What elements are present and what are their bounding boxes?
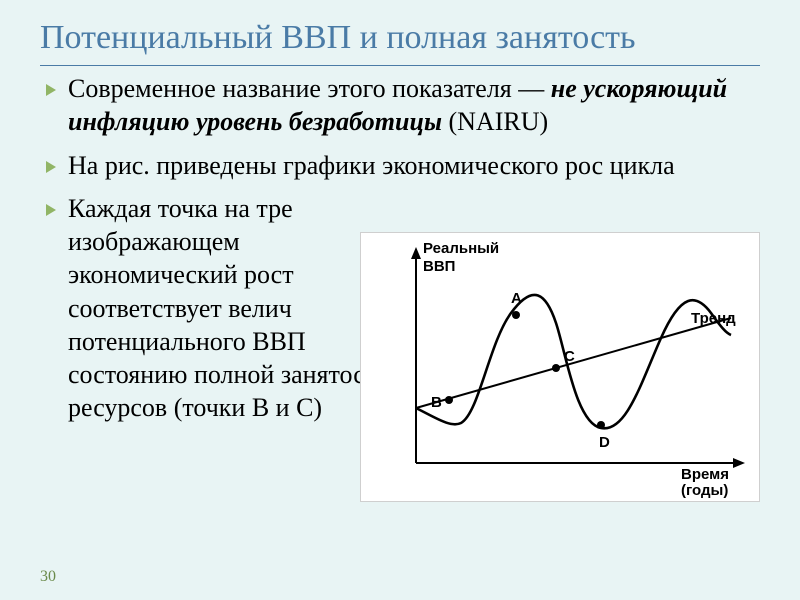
bullet-1-pre: Современное название этого показателя — <box>68 74 551 103</box>
bullet-3-text: Каждая точка на тре изображающем экономи… <box>68 194 390 423</box>
point-A-label: A <box>511 290 522 307</box>
point-D-label: D <box>599 434 610 451</box>
chart-svg: Реальный ВВП A B C <box>361 233 759 501</box>
chart-points: A B C D <box>431 290 610 451</box>
page-number: 30 <box>40 568 56 586</box>
economic-cycle-chart: Реальный ВВП A B C <box>360 232 760 502</box>
slide: Потенциальный ВВП и полная занятость Сов… <box>0 0 800 600</box>
y-axis-label-line2: ВВП <box>423 258 455 275</box>
x-axis-label-line2: (годы) <box>681 482 728 499</box>
point-C-label: C <box>564 348 575 365</box>
bullet-1-post: (NAIRU) <box>442 107 548 136</box>
bullet-2: На рис. приведены графики экономического… <box>40 149 760 182</box>
bullet-2-text: На рис. приведены графики экономического… <box>68 151 675 180</box>
x-axis-label-line1: Время <box>681 466 729 483</box>
axes <box>411 247 745 468</box>
point-B-label: B <box>431 394 442 411</box>
title-divider <box>40 65 760 66</box>
bullet-3: Каждая точка на тре изображающем экономи… <box>40 192 398 425</box>
slide-title: Потенциальный ВВП и полная занятость <box>0 0 800 63</box>
y-axis-label-line1: Реальный <box>423 240 499 257</box>
bullet-1: Современное название этого показателя — … <box>40 72 760 139</box>
trend-label: Тренд <box>691 310 736 327</box>
